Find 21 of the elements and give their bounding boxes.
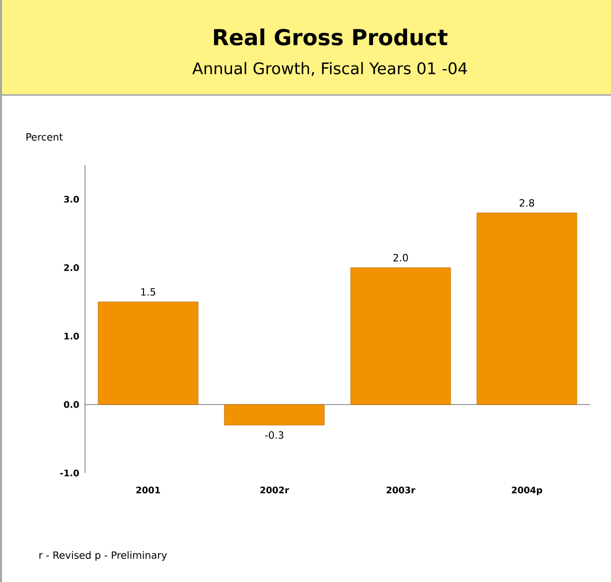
y-tick-label: 0.0	[64, 401, 79, 408]
data-label: 2.8	[520, 199, 534, 207]
x-tick-label: 2001	[136, 486, 160, 494]
data-label: 2.0	[393, 254, 408, 262]
y-tick-label: -1.0	[60, 470, 79, 476]
y-tick-label: 2.0	[64, 264, 79, 272]
y-tick-label: 1.0	[64, 332, 79, 340]
bar	[350, 267, 451, 405]
text: r - Revised p - Preliminary	[39, 551, 167, 561]
y-tick-label: 3.0	[64, 196, 79, 203]
x-tick-label: 2002r	[260, 486, 290, 494]
x-tick-label: 2004p	[512, 486, 542, 496]
data-label: 1.5	[141, 288, 156, 296]
chart-title: Real Gross Product	[214, 28, 448, 46]
y-axis-title: Percent	[26, 133, 63, 141]
x-tick-label: 2003r	[386, 486, 416, 494]
bar	[476, 212, 578, 405]
chart-subtitle: Annual Growth, Fiscal Years 01 -04	[192, 62, 467, 76]
data-label: -0.3	[265, 431, 284, 439]
bar	[224, 404, 325, 426]
bar	[98, 302, 198, 405]
